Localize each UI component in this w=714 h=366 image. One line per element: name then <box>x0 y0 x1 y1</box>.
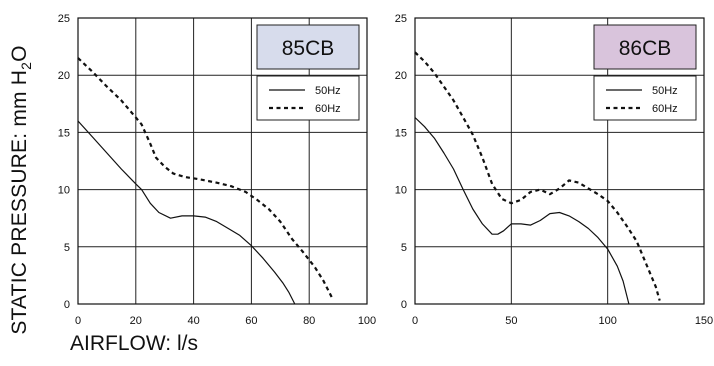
y-tick-label: 10 <box>58 185 70 197</box>
legend-label-60hz: 60Hz <box>315 103 341 115</box>
x-tick-label: 80 <box>303 315 315 327</box>
legend-label-50hz: 50Hz <box>315 85 341 97</box>
x-tick-label: 60 <box>245 315 257 327</box>
x-tick-label: 20 <box>130 315 142 327</box>
y-tick-label: 5 <box>64 242 70 254</box>
plot-frame <box>77 17 368 305</box>
series-line-50hz <box>77 120 296 305</box>
y-tick-label: 0 <box>64 299 70 311</box>
chart-title: 85CB <box>282 37 335 60</box>
y-tick-label: 15 <box>58 127 70 139</box>
x-tick-label: 40 <box>187 315 199 327</box>
series-line-60hz <box>77 57 334 299</box>
x-tick-label: 100 <box>358 315 376 327</box>
x-tick-label: 0 <box>75 315 81 327</box>
y-tick-label: 25 <box>58 13 70 25</box>
y-tick-label: 20 <box>58 70 70 82</box>
x-axis-label: AIRFLOW: l/s <box>70 332 198 355</box>
chart-title-box <box>256 24 360 70</box>
legend-box <box>256 75 360 121</box>
